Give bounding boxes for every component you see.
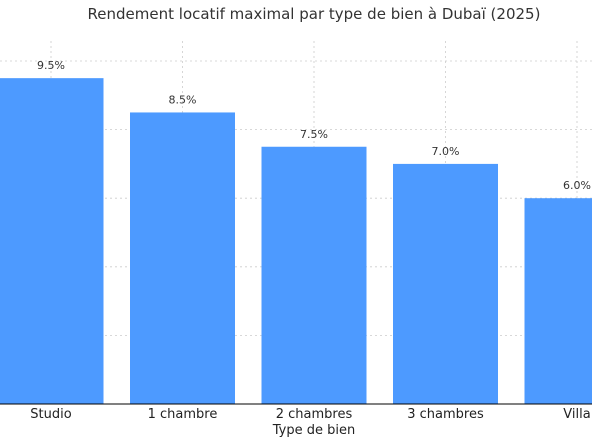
x-tick-label: 3 chambres [407, 407, 484, 422]
bars-layer [0, 78, 592, 405]
bar-value-label: 7.0% [432, 145, 460, 158]
x-tick-label: Villa [563, 407, 590, 422]
bar-1-chambre [130, 112, 235, 404]
bar-value-label: 9.5% [37, 59, 65, 72]
bar-3-chambres [393, 163, 498, 404]
x-tick-labels: Studio 1 chambre 2 chambres 3 chambres Villa [30, 407, 590, 422]
bar-2-chambres [261, 146, 367, 404]
x-tick-label: 1 chambre [148, 407, 218, 422]
bar-studio [0, 78, 104, 405]
data-labels-layer: 9.5% 8.5% 7.5% 7.0% 6.0% [37, 59, 591, 192]
bar-value-label: 7.5% [300, 128, 328, 141]
x-tick-label: 2 chambres [276, 407, 353, 422]
bar-value-label: 6.0% [563, 179, 591, 192]
bar-villa [524, 198, 592, 404]
chart-title: Rendement locatif maximal par type de bi… [88, 5, 541, 23]
bar-value-label: 8.5% [169, 93, 197, 106]
x-axis-label: Type de bien [272, 423, 355, 438]
x-tick-label: Studio [30, 407, 71, 422]
